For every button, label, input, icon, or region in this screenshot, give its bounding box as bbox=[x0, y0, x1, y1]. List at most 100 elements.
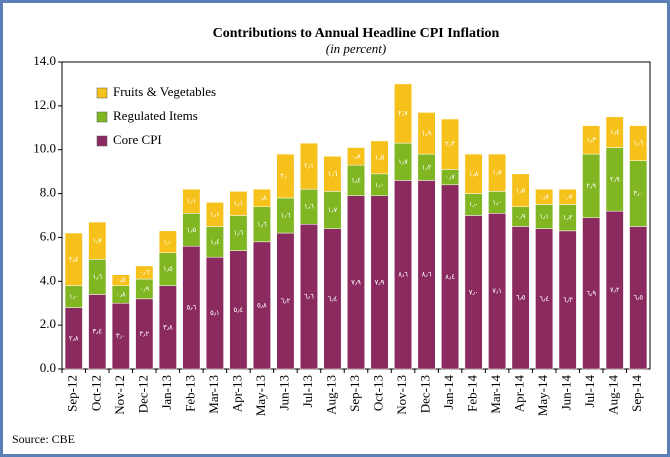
data-label: ٠٫٧ bbox=[539, 193, 549, 201]
data-label: ٥٫٨ bbox=[257, 301, 267, 309]
data-label: ٠٫٩ bbox=[139, 285, 149, 293]
bar-segment bbox=[135, 265, 154, 280]
data-label: ١٫١ bbox=[210, 210, 220, 218]
x-tick-label: Aug-14 bbox=[606, 375, 621, 415]
data-label: ١٫٦ bbox=[234, 229, 244, 237]
bar-segment bbox=[229, 191, 248, 216]
bar-segment bbox=[394, 83, 412, 144]
y-tick-label: 2.0 bbox=[40, 316, 56, 331]
data-label: ٢٫٣ bbox=[445, 140, 455, 148]
data-label: ٠٫٧ bbox=[445, 173, 455, 181]
data-label: ١٫٠ bbox=[69, 293, 79, 301]
bar-segment bbox=[441, 118, 460, 170]
data-label: ١٫٠ bbox=[163, 238, 173, 246]
x-tick-label: Sep-12 bbox=[65, 375, 80, 412]
data-label: ٧٫٩ bbox=[375, 278, 385, 286]
bar-segment bbox=[511, 173, 530, 207]
x-tick-label: Dec-12 bbox=[135, 375, 150, 413]
x-tick-label: May-14 bbox=[535, 375, 550, 417]
x-tick-label: Jan-13 bbox=[159, 375, 174, 410]
data-label: ٠٫٩ bbox=[516, 213, 526, 221]
data-label: ٥٫١ bbox=[210, 309, 220, 317]
data-label: ٦٫٥ bbox=[516, 294, 526, 302]
chart-subtitle: (in percent) bbox=[326, 41, 387, 56]
legend-swatch bbox=[96, 111, 108, 123]
data-label: ١٫٨ bbox=[469, 170, 479, 178]
data-label: ٨٫٤ bbox=[445, 273, 455, 281]
legend-label: Core CPI bbox=[113, 132, 162, 147]
x-tick-label: Mar-13 bbox=[206, 375, 221, 414]
bar-segment bbox=[300, 142, 318, 190]
bar-segment bbox=[182, 188, 201, 214]
bar-segment bbox=[347, 147, 365, 166]
x-tick-label: Jun-14 bbox=[559, 375, 574, 411]
data-label: ٠٫٨ bbox=[257, 194, 267, 202]
bar-segment bbox=[276, 153, 295, 199]
bar-segment bbox=[252, 188, 271, 207]
data-label: ٠٫٦ bbox=[139, 269, 149, 277]
data-label: ٦٫٤ bbox=[539, 295, 549, 303]
data-label: ١٫٤ bbox=[351, 176, 361, 184]
x-tick-label: Oct-13 bbox=[371, 375, 386, 411]
x-tick-label: Apr-13 bbox=[229, 375, 244, 412]
data-label: ٦٫٣ bbox=[563, 296, 573, 304]
data-label: ٣٫٠ bbox=[116, 332, 126, 340]
y-tick-label: 4.0 bbox=[40, 272, 56, 287]
data-label: ٦٫٩ bbox=[586, 289, 596, 297]
x-tick-label: May-13 bbox=[253, 375, 268, 416]
data-label: ١٫٤ bbox=[210, 238, 220, 246]
data-label: ٢٫٩ bbox=[610, 175, 620, 183]
data-label: ١٫٥ bbox=[516, 186, 526, 194]
data-label: ١٫٣ bbox=[586, 136, 596, 144]
data-label: ١٫٧ bbox=[328, 206, 338, 214]
x-tick-label: Dec-13 bbox=[418, 375, 433, 413]
data-label: ٠٫٥ bbox=[116, 276, 126, 284]
x-tick-label: Mar-14 bbox=[488, 375, 503, 414]
data-label: ١٫٩ bbox=[422, 129, 432, 137]
data-label: ٣٫٢ bbox=[139, 330, 149, 338]
data-label: ٢٫٩ bbox=[586, 182, 596, 190]
data-label: ٢٫١ bbox=[304, 162, 314, 170]
bar-segment bbox=[111, 274, 130, 286]
data-label: ٠٫٨ bbox=[351, 152, 361, 160]
data-label: ١٫٠ bbox=[469, 201, 479, 209]
data-label: ٦٫٦ bbox=[304, 293, 314, 301]
bar-segment bbox=[417, 112, 436, 155]
data-label: ٦٫٢ bbox=[281, 297, 291, 305]
data-label: ٦٫٥ bbox=[633, 294, 643, 302]
bar-segment bbox=[629, 125, 648, 161]
x-tick-label: Nov-12 bbox=[112, 375, 127, 415]
data-label: ٨٫٦ bbox=[422, 271, 432, 279]
data-label: ١٫٧ bbox=[492, 169, 502, 177]
x-tick-label: Sep-14 bbox=[629, 375, 644, 412]
bar-segment bbox=[535, 188, 554, 205]
bar-segment bbox=[488, 153, 507, 192]
x-tick-label: Jan-14 bbox=[441, 375, 456, 410]
x-tick-label: Nov-13 bbox=[394, 375, 409, 415]
legend-label: Regulated Items bbox=[113, 108, 198, 123]
x-tick-label: Jul-14 bbox=[582, 375, 597, 408]
x-tick-label: Apr-14 bbox=[512, 375, 527, 413]
x-tick-label: Aug-13 bbox=[323, 375, 338, 415]
data-label: ١٫٢ bbox=[422, 163, 432, 171]
data-label: ٠٫٧ bbox=[563, 193, 573, 201]
y-tick-label: 8.0 bbox=[40, 185, 56, 200]
y-tick-label: 14.0 bbox=[33, 53, 56, 68]
data-label: ٢٫٠ bbox=[281, 172, 291, 180]
bar-segment bbox=[88, 221, 107, 260]
x-tick-label: Jul-13 bbox=[300, 375, 315, 408]
data-label: ٢٫٤ bbox=[69, 255, 79, 263]
data-label: ٢٫٧ bbox=[398, 110, 408, 118]
data-label: ١٫٦ bbox=[328, 170, 338, 178]
bar-segment bbox=[605, 116, 624, 148]
bar-segment bbox=[370, 140, 389, 175]
data-label: ٧٫٢ bbox=[610, 286, 620, 294]
data-label: ١٫٥ bbox=[186, 226, 196, 234]
data-label: ٠٫٨ bbox=[116, 290, 126, 298]
data-label: ١٫٠ bbox=[375, 181, 385, 189]
data-label: ١٫٠ bbox=[492, 198, 502, 206]
bar-segment bbox=[205, 202, 224, 227]
data-label: ١٫٤ bbox=[610, 128, 620, 136]
data-label: ١٫٥ bbox=[375, 153, 385, 161]
